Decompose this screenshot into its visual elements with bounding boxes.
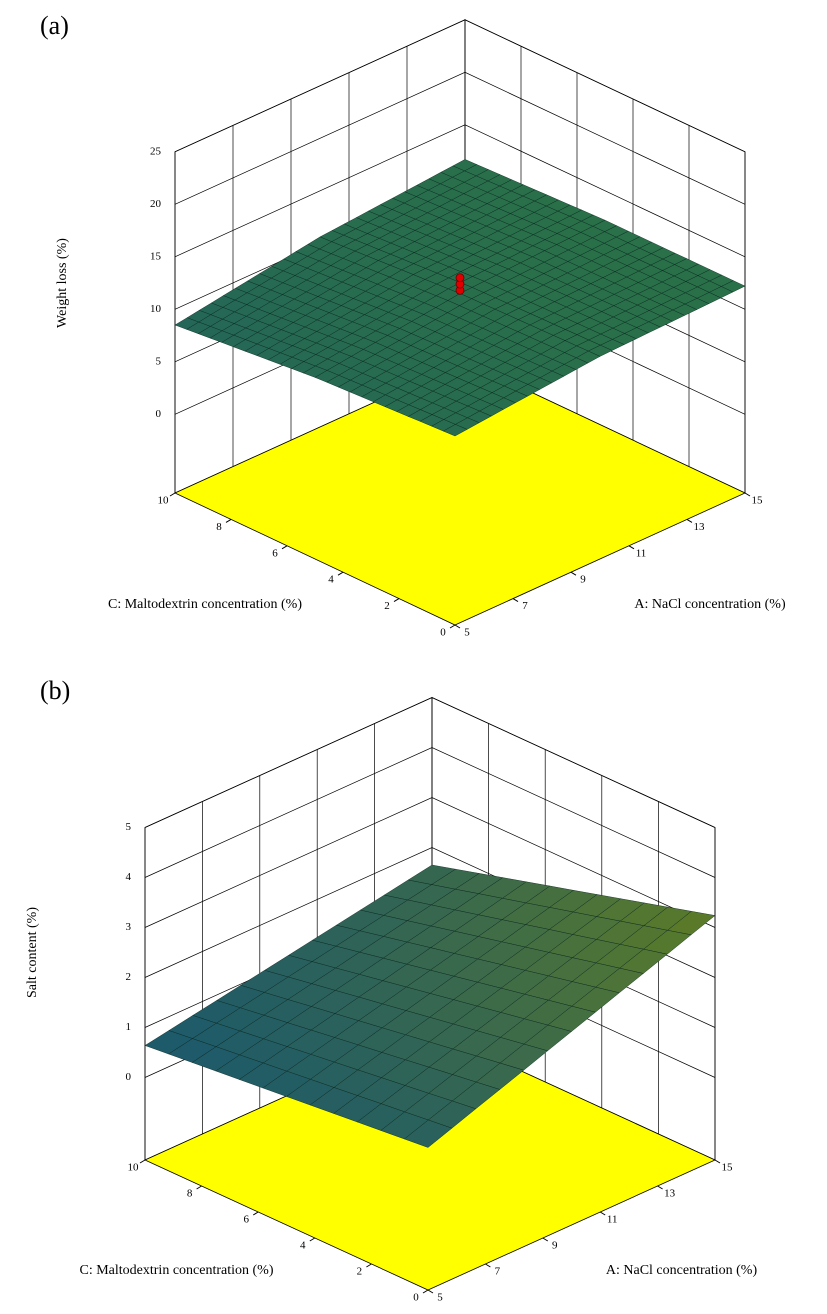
tick-mark <box>485 1263 491 1268</box>
grid-line <box>174 124 746 258</box>
grid-line <box>144 697 716 828</box>
x-axis-label: A: NaCl concentration (%) <box>606 1263 758 1278</box>
x-tick-label: 13 <box>694 521 706 533</box>
x-tick-label: 5 <box>464 627 470 639</box>
tick-mark <box>393 598 400 603</box>
panel: (a) 0 5 10 15 20 25 Weight loss (%) 0 2 4 6 8 10 5 7 9 11… <box>40 11 786 639</box>
tick-mark <box>628 545 635 550</box>
tick-mark <box>570 571 577 576</box>
y-axis-label: C: Maltodextrin concentration (%) <box>108 597 302 612</box>
grid-line <box>174 19 746 153</box>
y-axis-label: C: Maltodextrin concentration (%) <box>80 1263 274 1278</box>
tick-mark <box>427 1289 434 1294</box>
grid-line <box>144 797 716 928</box>
tick-mark <box>225 518 232 523</box>
x-axis-label: A: NaCl concentration (%) <box>634 597 786 612</box>
tick-mark <box>686 518 693 523</box>
tick-mark <box>542 1237 549 1242</box>
x-tick-label: 7 <box>495 1266 501 1278</box>
tick-mark <box>281 545 288 550</box>
y-tick-label: 10 <box>128 1162 140 1174</box>
y-tick-label: 6 <box>272 547 278 559</box>
tick-mark <box>714 1159 721 1164</box>
design-point <box>455 273 465 283</box>
x-tick-label: 13 <box>664 1188 676 1200</box>
x-tick-label: 9 <box>580 574 586 586</box>
z-tick-label: 25 <box>150 145 162 157</box>
panel: (b) 0 1 2 3 4 5 Salt content (%) 0 2 4 6 8 10 5 7 9 11 13 1… <box>25 676 757 1304</box>
tick-mark <box>454 624 461 629</box>
tick-mark <box>422 1289 429 1294</box>
tick-mark <box>196 1185 202 1190</box>
tick-mark <box>657 1185 663 1190</box>
z-tick-label: 15 <box>150 250 162 262</box>
panel-label: (a) <box>40 11 69 40</box>
tick-mark <box>309 1237 316 1242</box>
x-tick-label: 11 <box>636 547 647 559</box>
panel-label: (b) <box>40 676 70 705</box>
surface-patch <box>403 1119 453 1148</box>
x-tick-label: 15 <box>722 1162 734 1174</box>
x-tick-label: 5 <box>437 1292 443 1304</box>
y-tick-label: 8 <box>216 521 222 533</box>
y-tick-label: 10 <box>158 495 170 507</box>
grid-line <box>144 747 716 878</box>
y-tick-label: 0 <box>413 1292 419 1304</box>
z-axis-label: Salt content (%) <box>25 907 40 998</box>
y-tick-label: 4 <box>300 1240 306 1252</box>
y-tick-label: 2 <box>384 600 390 612</box>
z-tick-label: 10 <box>150 303 162 315</box>
y-tick-label: 2 <box>357 1266 363 1278</box>
tick-mark <box>449 624 456 629</box>
y-tick-label: 8 <box>187 1188 193 1200</box>
z-tick-label: 5 <box>126 821 132 833</box>
z-tick-label: 1 <box>126 1021 132 1033</box>
z-tick-label: 2 <box>126 971 132 983</box>
y-tick-label: 0 <box>440 627 446 639</box>
surface-patch <box>442 424 468 437</box>
x-tick-label: 9 <box>552 1240 558 1252</box>
tick-mark <box>512 598 519 603</box>
z-tick-label: 4 <box>126 871 132 883</box>
y-tick-label: 6 <box>243 1214 249 1226</box>
x-tick-label: 7 <box>522 600 528 612</box>
tick-mark <box>337 571 344 576</box>
x-tick-label: 11 <box>607 1214 618 1226</box>
tick-mark <box>139 1159 146 1164</box>
tick-mark <box>599 1211 606 1216</box>
grid-line <box>174 71 746 205</box>
z-tick-label: 0 <box>156 408 162 420</box>
z-tick-label: 5 <box>156 355 162 367</box>
z-axis-label: Weight loss (%) <box>55 238 70 328</box>
tick-mark <box>169 492 176 497</box>
tick-mark <box>252 1211 259 1216</box>
tick-mark <box>744 492 751 497</box>
z-tick-label: 0 <box>126 1071 132 1083</box>
z-tick-label: 3 <box>126 921 132 933</box>
z-tick-label: 20 <box>150 198 162 210</box>
x-tick-label: 15 <box>752 495 764 507</box>
y-tick-label: 4 <box>328 574 334 586</box>
tick-mark <box>366 1263 372 1268</box>
